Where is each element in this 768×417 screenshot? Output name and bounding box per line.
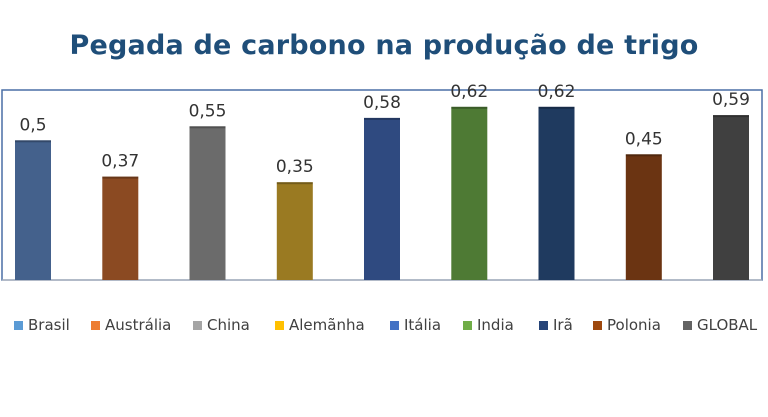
legend-label: India bbox=[477, 316, 514, 334]
legend-swatch bbox=[593, 320, 602, 330]
legend-item: Itália bbox=[390, 314, 441, 336]
data-label: 0,62 bbox=[450, 82, 488, 102]
data-label: 0,37 bbox=[101, 152, 139, 172]
bar-top-edge bbox=[451, 106, 488, 109]
data-label: 0,5 bbox=[19, 115, 46, 135]
chart-title: Pegada de carbono na produção de trigo bbox=[69, 30, 699, 61]
chart-legend: Brasil Austrália China Alemãnha Itália India I… bbox=[0, 314, 768, 338]
legend-item: GLOBAL bbox=[683, 314, 757, 336]
legend-swatch bbox=[14, 320, 23, 330]
data-label: 0,55 bbox=[189, 101, 227, 121]
bar-top-edge bbox=[276, 182, 313, 185]
legend-swatch bbox=[683, 320, 692, 330]
legend-label: Polonia bbox=[607, 316, 661, 334]
data-label: 0,35 bbox=[276, 157, 314, 177]
bar-ira bbox=[538, 106, 575, 280]
bar-top-edge bbox=[538, 106, 575, 109]
legend-swatch bbox=[91, 320, 100, 330]
legend-label: Austrália bbox=[105, 316, 172, 334]
bar-india bbox=[451, 106, 488, 280]
legend-item: Austrália bbox=[91, 314, 171, 336]
bar-top-edge bbox=[364, 117, 400, 120]
bar-australia bbox=[102, 176, 139, 280]
data-label: 0,62 bbox=[538, 82, 576, 102]
legend-swatch bbox=[390, 320, 399, 330]
legend-label: Irã bbox=[553, 316, 573, 334]
bar-top-edge bbox=[189, 126, 226, 129]
bar-global bbox=[713, 115, 749, 280]
legend-item: Alemãnha bbox=[275, 314, 365, 336]
legend-item: China bbox=[193, 314, 250, 336]
bar-alemanha bbox=[276, 182, 313, 280]
legend-swatch bbox=[275, 320, 284, 330]
legend-item: Irã bbox=[539, 314, 573, 336]
bar-top-edge bbox=[15, 140, 51, 143]
legend-label: Alemãnha bbox=[289, 316, 365, 334]
legend-item: India bbox=[463, 314, 514, 336]
data-label: 0,59 bbox=[712, 90, 750, 110]
legend-swatch bbox=[193, 320, 202, 330]
legend-item: Brasil bbox=[14, 314, 70, 336]
legend-item: Polonia bbox=[593, 314, 661, 336]
bar-polonia bbox=[625, 154, 662, 280]
legend-swatch bbox=[463, 320, 472, 330]
legend-label: Brasil bbox=[28, 316, 70, 334]
bar-brasil bbox=[15, 140, 51, 280]
legend-label: China bbox=[207, 316, 250, 334]
legend-label: Itália bbox=[404, 316, 442, 334]
legend-swatch bbox=[539, 320, 548, 330]
bar-china bbox=[189, 126, 226, 280]
bar-top-edge bbox=[102, 176, 139, 179]
bar-top-edge bbox=[713, 115, 749, 118]
legend-label: GLOBAL bbox=[697, 316, 758, 334]
bar-top-edge bbox=[625, 154, 662, 157]
bar-italia bbox=[364, 117, 400, 281]
data-label: 0,45 bbox=[625, 129, 663, 149]
data-label: 0,58 bbox=[363, 93, 401, 113]
